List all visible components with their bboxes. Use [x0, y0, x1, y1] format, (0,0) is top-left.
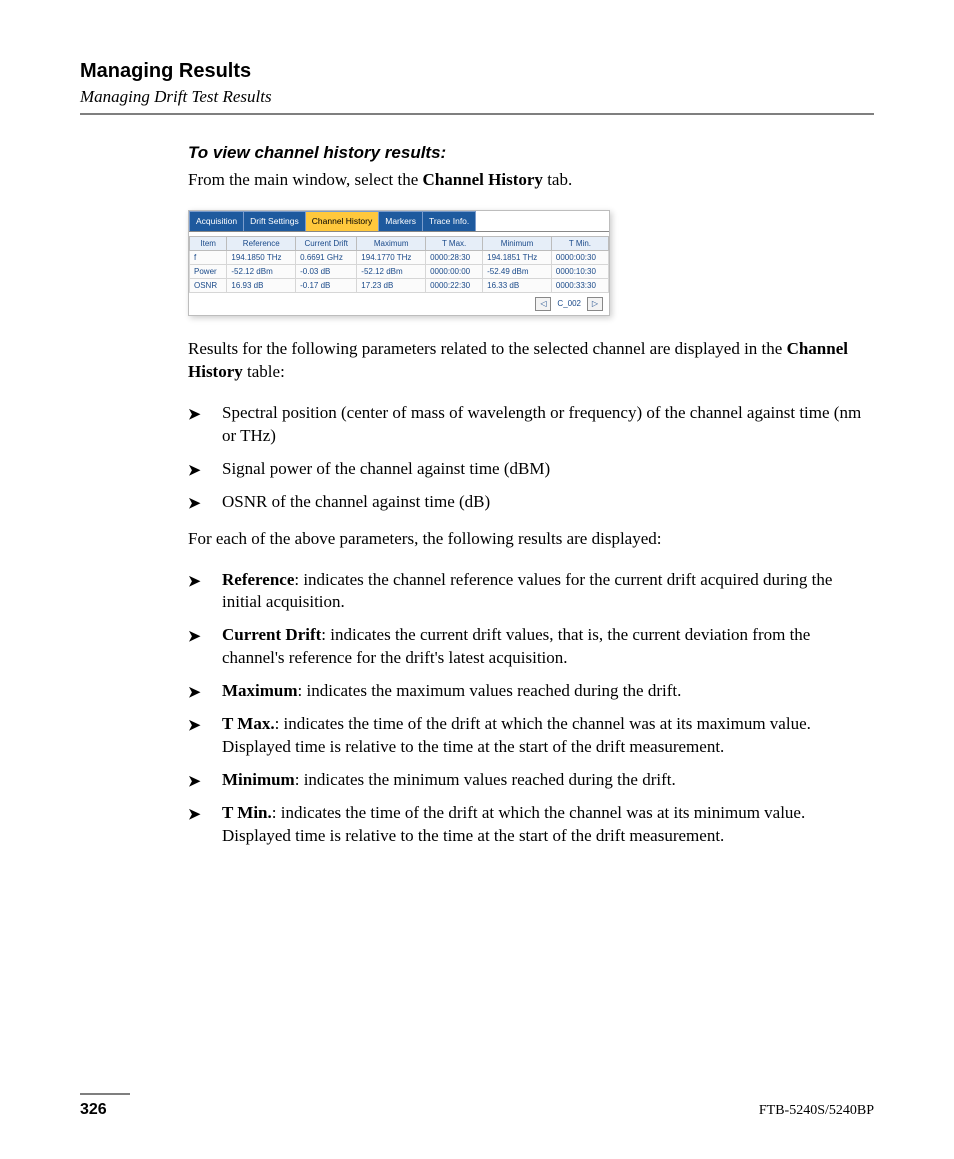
list-item: ➤ T Min.: indicates the time of the drift… [188, 802, 874, 848]
channel-nav: ◁ C_002 ▷ [189, 293, 609, 315]
table-cell: -0.03 dB [296, 264, 357, 278]
table-cell: 0000:10:30 [551, 264, 608, 278]
table-header-row: ItemReferenceCurrent DriftMaximumT Max.M… [190, 236, 609, 250]
definition-term: Current Drift [222, 625, 321, 644]
definition-text: : indicates the time of the drift at whi… [222, 714, 811, 756]
footer-rule [80, 1093, 130, 1095]
list-item: ➤Current Drift: indicates the current dr… [188, 624, 874, 670]
bullet-arrow-icon: ➤ [188, 683, 201, 703]
definition-term: T Max. [222, 714, 275, 733]
bullet-arrow-icon: ➤ [188, 805, 201, 825]
bullet-arrow-icon: ➤ [188, 572, 201, 592]
definition-text: : indicates the minimum values reached d… [295, 770, 676, 789]
definition-text: : indicates the time of the drift at whi… [222, 803, 805, 845]
list-item-text: Spectral position (center of mass of wav… [222, 403, 861, 445]
table-cell: 0.6691 GHz [296, 250, 357, 264]
list-item-text: OSNR of the channel against time (dB) [222, 492, 490, 511]
table-cell: 16.33 dB [483, 278, 552, 292]
table-cell: 16.93 dB [227, 278, 296, 292]
list-item: ➤ Minimum: indicates the minimum values r… [188, 769, 874, 792]
table-header-cell: Item [190, 236, 227, 250]
definition-text: : indicates the maximum values reached d… [298, 681, 682, 700]
document-id: FTB-5240S/5240BP [759, 1103, 874, 1119]
para2-pre: Results for the following parameters rel… [188, 339, 787, 358]
table-cell: Power [190, 264, 227, 278]
table-cell: 0000:00:30 [551, 250, 608, 264]
bullet-arrow-icon: ➤ [188, 716, 201, 736]
table-cell: 0000:28:30 [426, 250, 483, 264]
definition-text: : indicates the channel reference values… [222, 570, 832, 612]
tab-bar: AcquisitionDrift SettingsChannel History… [189, 211, 609, 232]
embedded-screenshot: AcquisitionDrift SettingsChannel History… [188, 210, 874, 316]
channel-nav-label: C_002 [557, 299, 581, 308]
bullet-arrow-icon: ➤ [188, 494, 201, 514]
intro-pre: From the main window, select the [188, 170, 423, 189]
page-footer: 326 FTB-5240S/5240BP [80, 1093, 874, 1119]
list-item: ➤ T Max.: indicates the time of the drift… [188, 713, 874, 759]
bullet-arrow-icon: ➤ [188, 772, 201, 792]
list-item-text: Signal power of the channel against time… [222, 459, 550, 478]
table-cell: 0000:33:30 [551, 278, 608, 292]
list-item: ➤ Reference: indicates the channel refere… [188, 569, 874, 615]
channel-history-table: ItemReferenceCurrent DriftMaximumT Max.M… [189, 236, 609, 293]
table-header-cell: Maximum [357, 236, 426, 250]
tab-markers[interactable]: Markers [379, 211, 423, 231]
procedure-title: To view channel history results: [188, 143, 874, 163]
prev-channel-button[interactable]: ◁ [535, 297, 551, 311]
table-cell: -52.12 dBm [227, 264, 296, 278]
table-header-cell: Reference [227, 236, 296, 250]
table-cell: 17.23 dB [357, 278, 426, 292]
list-item: ➤ Spectral position (center of mass of wa… [188, 402, 874, 448]
list-item: ➤ Signal power of the channel against tim… [188, 458, 874, 481]
table-row: OSNR16.93 dB-0.17 dB17.23 dB0000:22:3016… [190, 278, 609, 292]
list-item: ➤ Maximum: indicates the maximum values r… [188, 680, 874, 703]
table-cell: -52.49 dBm [483, 264, 552, 278]
table-cell: 194.1850 THz [227, 250, 296, 264]
table-row: Power-52.12 dBm-0.03 dB-52.12 dBm0000:00… [190, 264, 609, 278]
table-cell: 0000:22:30 [426, 278, 483, 292]
para2-post: table: [243, 362, 285, 381]
section-title: Managing Drift Test Results [80, 87, 874, 107]
tab-acquisition[interactable]: Acquisition [189, 211, 244, 231]
table-cell: 194.1851 THz [483, 250, 552, 264]
table-header-cell: Current Drift [296, 236, 357, 250]
definition-list: ➤ Reference: indicates the channel refere… [188, 569, 874, 848]
chapter-title: Managing Results [80, 60, 874, 83]
bullet-arrow-icon: ➤ [188, 405, 201, 425]
results-intro-paragraph: Results for the following parameters rel… [188, 338, 874, 384]
definition-term: Reference [222, 570, 294, 589]
header-rule [80, 113, 874, 115]
intro-bold: Channel History [423, 170, 543, 189]
bullet-arrow-icon: ➤ [188, 627, 201, 647]
definition-term: Maximum [222, 681, 298, 700]
bullet-arrow-icon: ➤ [188, 461, 201, 481]
tab-drift-settings[interactable]: Drift Settings [244, 211, 306, 231]
table-header-cell: T Min. [551, 236, 608, 250]
parameter-list: ➤ Spectral position (center of mass of wa… [188, 402, 874, 514]
intro-paragraph: From the main window, select the Channel… [188, 169, 874, 192]
table-cell: 0000:00:00 [426, 264, 483, 278]
table-cell: f [190, 250, 227, 264]
table-cell: -52.12 dBm [357, 264, 426, 278]
definition-term: Minimum [222, 770, 295, 789]
page-number: 326 [80, 1101, 107, 1119]
intro-post: tab. [543, 170, 572, 189]
next-channel-button[interactable]: ▷ [587, 297, 603, 311]
table-cell: -0.17 dB [296, 278, 357, 292]
tab-channel-history[interactable]: Channel History [306, 211, 379, 231]
table-row: f194.1850 THz0.6691 GHz194.1770 THz0000:… [190, 250, 609, 264]
results-each-paragraph: For each of the above parameters, the fo… [188, 528, 874, 551]
table-header-cell: Minimum [483, 236, 552, 250]
table-header-cell: T Max. [426, 236, 483, 250]
table-cell: OSNR [190, 278, 227, 292]
list-item: ➤ OSNR of the channel against time (dB) [188, 491, 874, 514]
tab-trace-info-[interactable]: Trace Info. [423, 211, 476, 231]
table-cell: 194.1770 THz [357, 250, 426, 264]
definition-term: T Min. [222, 803, 272, 822]
